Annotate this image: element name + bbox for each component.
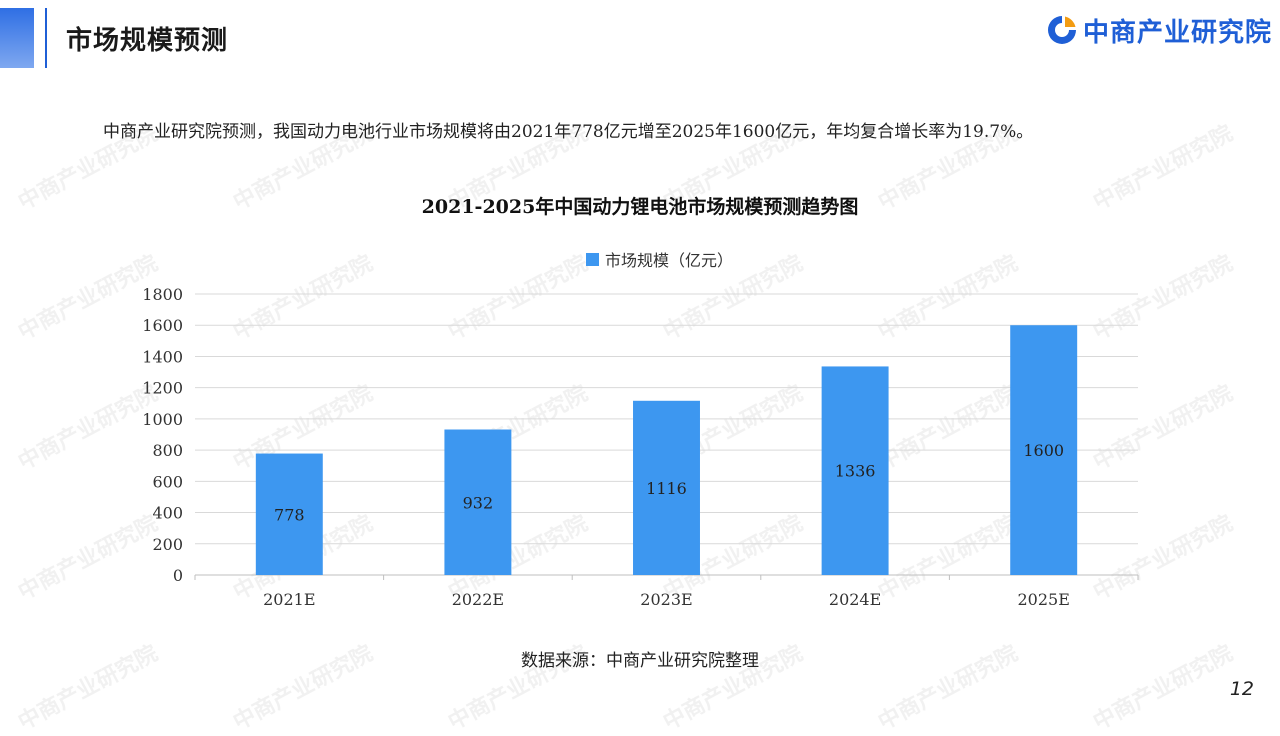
page-number: 12 [1229, 678, 1254, 700]
bar [444, 429, 512, 575]
bar-chart: 0 200 400 600 800 1000 1200 1400 1600 1800 778 2021… [142, 285, 1139, 609]
bar [1010, 325, 1078, 575]
bar-data-label: 778 [274, 505, 305, 524]
x-tick-label: 2024E [829, 590, 881, 609]
chart-title: 2021-2025年中国动力锂电池市场规模预测趋势图 [421, 196, 859, 218]
y-tick-label: 1600 [142, 316, 183, 335]
bar [821, 366, 889, 575]
y-tick-label: 600 [152, 472, 183, 491]
legend-swatch [586, 252, 599, 266]
bar-data-label: 1600 [1023, 441, 1064, 460]
chart-legend: 市场规模（亿元） [586, 247, 733, 271]
y-tick-label: 1000 [142, 410, 183, 429]
page-title: 市场规模预测 [66, 26, 229, 56]
source-note: 数据来源：中商产业研究院整理 [521, 651, 759, 671]
bar-data-label: 932 [463, 493, 494, 512]
x-tick-label: 2022E [452, 590, 504, 609]
y-tick-label: 1200 [142, 379, 183, 398]
y-tick-label: 400 [152, 504, 183, 523]
x-tick-label: 2021E [263, 590, 315, 609]
y-tick-label: 1400 [142, 347, 183, 366]
title-accent-bar [0, 8, 34, 68]
bar [255, 453, 323, 575]
legend-label: 市场规模（亿元） [605, 251, 734, 270]
bar-data-label: 1336 [835, 462, 876, 481]
summary-text: 中商产业研究院预测，我国动力电池行业市场规模将由2021年778亿元增至2025… [103, 122, 1034, 142]
bar-data-label: 1116 [646, 479, 687, 498]
x-tick-label: 2025E [1017, 590, 1069, 609]
title-divider [45, 8, 47, 68]
bar [633, 400, 700, 575]
y-tick-label: 1800 [142, 285, 183, 304]
y-tick-label: 800 [152, 441, 183, 460]
y-tick-label: 0 [173, 566, 183, 585]
brand-logo-text: 中商产业研究院 [1082, 17, 1272, 48]
brand-logo-icon [1047, 16, 1076, 44]
x-tick-label: 2023E [640, 590, 692, 609]
y-tick-label: 200 [152, 535, 183, 554]
brand-logo: 中商产业研究院 [1045, 12, 1272, 48]
